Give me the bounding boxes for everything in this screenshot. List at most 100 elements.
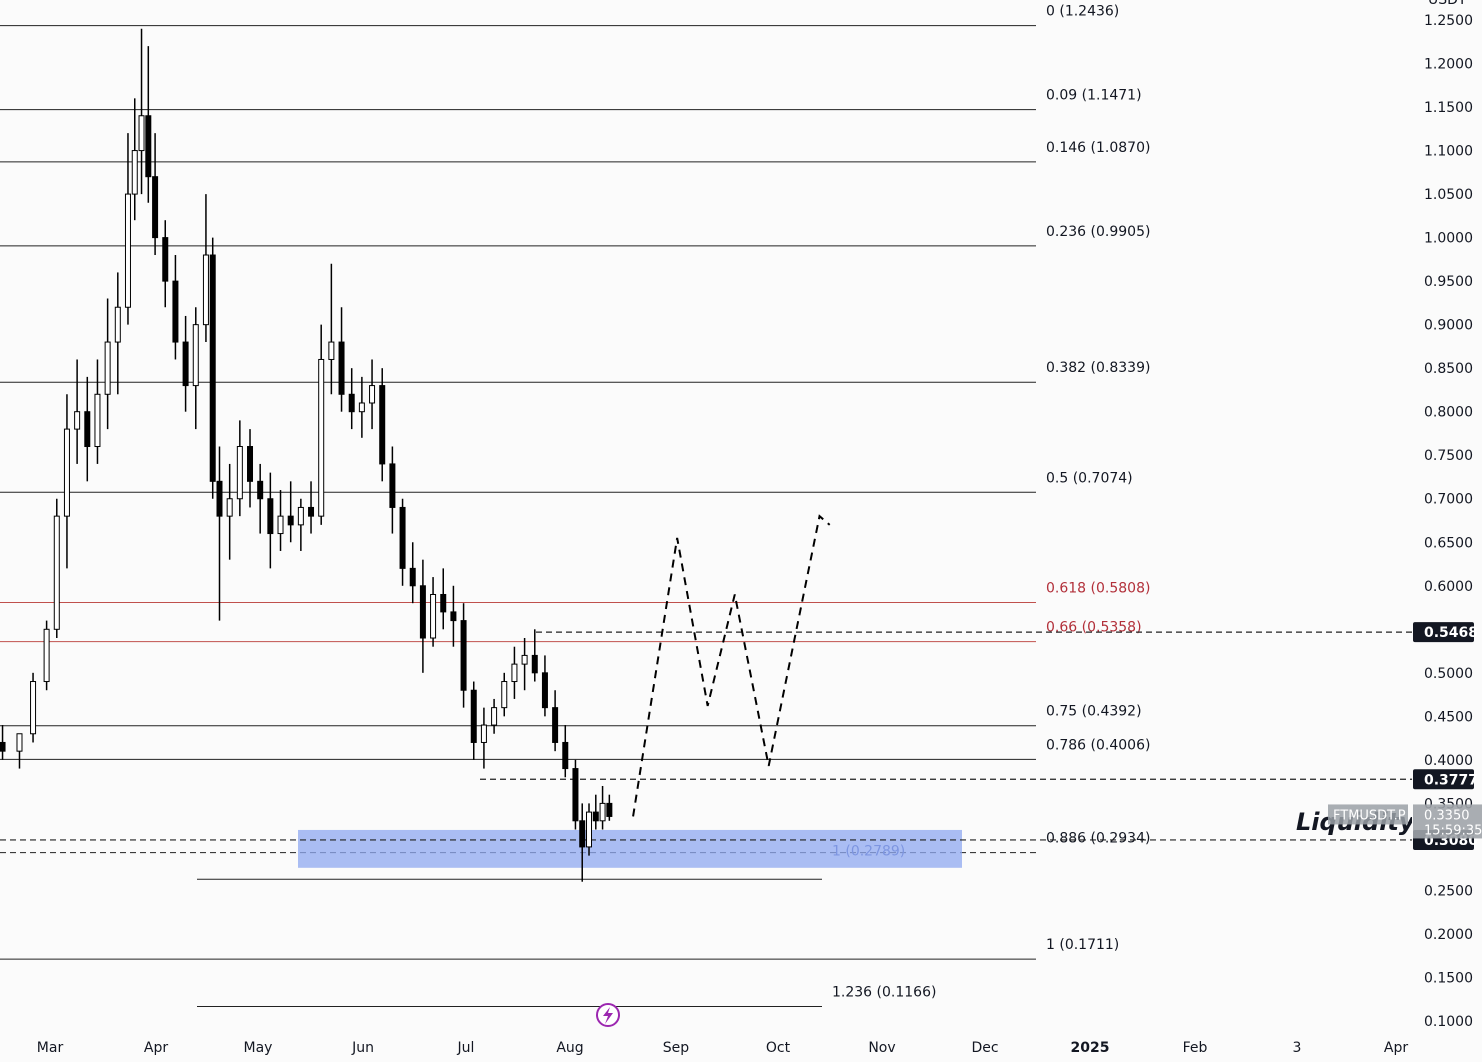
candle-body-50 [470, 689, 477, 743]
price-tick-20: 0.2500 [1424, 883, 1473, 899]
time-label-7: Oct [766, 1040, 791, 1056]
candle-body-27 [236, 446, 243, 500]
time-label-9: Dec [971, 1040, 998, 1056]
candle-body-34 [308, 506, 315, 517]
time-label-10: 2025 [1071, 1040, 1110, 1056]
fib-label-10: 0.886 (0.2934) [1046, 831, 1150, 847]
candle-body-48 [450, 611, 457, 622]
candle-body-63 [592, 811, 599, 822]
time-label-1: Apr [144, 1040, 168, 1056]
candle-body-11 [94, 393, 101, 448]
price-tick-0: 1.2500 [1424, 13, 1473, 29]
price-badge-1 [1413, 769, 1474, 790]
price-badge-text-1: 0.3777 [1424, 772, 1478, 788]
price-tick-2: 1.1500 [1424, 100, 1473, 116]
demand-zone-rect [298, 829, 962, 868]
price-tick-23: 0.1000 [1424, 1014, 1473, 1030]
ticker-symbol: FTMUSDT.P [1333, 808, 1406, 823]
candle-body-14 [124, 193, 131, 308]
candle-body-20 [172, 280, 179, 343]
candle-body-13 [114, 306, 121, 343]
candle-body-55 [521, 654, 528, 665]
time-label-0: Mar [37, 1040, 64, 1056]
candle-body-41 [379, 385, 386, 465]
price-tick-6: 0.9500 [1424, 274, 1473, 290]
fib-label-4: 0.382 (0.8339) [1046, 360, 1150, 376]
price-tick-7: 0.9000 [1424, 318, 1473, 334]
price-tick-4: 1.0500 [1424, 187, 1473, 203]
candle-body-6 [43, 628, 50, 683]
candle-body-31 [277, 515, 284, 535]
candle-body-25 [216, 480, 223, 517]
time-axis[interactable]: Mar Apr May Jun Jul Aug Sep Oct Nov Dec 2025 Feb 3 Ap… [37, 1040, 1409, 1056]
fib-label-6: 0.618 (0.5808) [1046, 580, 1150, 596]
candle-body-35 [318, 358, 325, 517]
candle-body-61 [579, 820, 586, 848]
candles [0, 28, 613, 882]
time-label-8: Nov [868, 1040, 895, 1056]
fib-label-2: 0.146 (1.0870) [1046, 140, 1150, 156]
candle-body-17 [145, 115, 152, 178]
candle-body-56 [531, 654, 538, 674]
fib-label-11: 1 (0.1711) [1046, 937, 1119, 953]
projection-line [632, 514, 831, 817]
candle-body-43 [399, 506, 406, 569]
candle-body-52 [491, 707, 498, 726]
ticker-badge [1328, 804, 1408, 825]
candle-body-26 [226, 498, 233, 517]
candle-body-28 [247, 446, 254, 482]
candle-body-58 [552, 707, 559, 743]
candle-body-60 [572, 768, 579, 822]
candle-body-10 [84, 411, 91, 448]
candle-body-22 [192, 324, 199, 387]
time-label-4: Jul [457, 1040, 475, 1056]
lightning-icon[interactable] [596, 1003, 620, 1027]
price-tick-11: 0.7000 [1424, 492, 1473, 508]
fib-label-5: 0.5 (0.7074) [1046, 470, 1133, 486]
horizontal-levels [0, 631, 1412, 841]
price-tick-5: 1.0000 [1424, 231, 1473, 247]
fib-levels: 0 (1.2436) 0.09 (1.1471) 0.146 (1.0870) 0.2… [0, 4, 1150, 960]
candle-body-9 [74, 411, 81, 430]
price-tick-8: 0.8500 [1424, 361, 1473, 377]
price-tick-13: 0.6000 [1424, 579, 1473, 595]
fib-label-0: 0 (1.2436) [1046, 4, 1119, 20]
candle-body-4 [16, 733, 23, 752]
candle-body-62 [586, 811, 593, 848]
price-tick-1: 1.2000 [1424, 57, 1473, 73]
time-label-12: 3 [1293, 1040, 1302, 1056]
candle-body-15 [131, 150, 138, 195]
fib-label-8: 0.75 (0.4392) [1046, 704, 1142, 720]
candle-body-38 [348, 393, 355, 413]
price-tick-9: 0.8000 [1424, 405, 1473, 421]
candle-body-65 [606, 802, 613, 817]
price-tick-10: 0.7500 [1424, 448, 1473, 464]
price-badge-0 [1413, 622, 1474, 643]
candle-body-19 [162, 237, 169, 282]
fib-label-3: 0.236 (0.9905) [1046, 224, 1150, 240]
candle-body-42 [389, 463, 396, 508]
fib-label-7: 0.66 (0.5358) [1046, 620, 1142, 636]
time-label-2: May [244, 1040, 273, 1056]
price-tick-22: 0.1500 [1424, 970, 1473, 986]
candle-body-39 [358, 402, 365, 413]
time-label-6: Sep [663, 1040, 690, 1056]
candle-body-59 [562, 741, 569, 770]
price-tick-16: 0.4500 [1424, 709, 1473, 725]
candle-body-23 [202, 254, 209, 326]
time-label-5: Aug [556, 1040, 583, 1056]
candle-body-12 [104, 341, 111, 395]
price-tick-15: 0.5000 [1424, 666, 1473, 682]
candle-body-3 [0, 741, 6, 752]
candle-body-49 [460, 620, 467, 691]
time-label-3: Jun [351, 1040, 374, 1056]
second-fib-label-1: 1.236 (0.1166) [832, 985, 936, 1001]
price-axis[interactable]: 1.2500 1.2000 1.1500 1.1000 1.0500 1.0000 0.95… [1412, 0, 1482, 1062]
demand-zone [298, 829, 962, 868]
price-tick-3: 1.1000 [1424, 144, 1473, 160]
time-label-11: Feb [1183, 1040, 1208, 1056]
quote-currency: USDT [1428, 0, 1467, 8]
